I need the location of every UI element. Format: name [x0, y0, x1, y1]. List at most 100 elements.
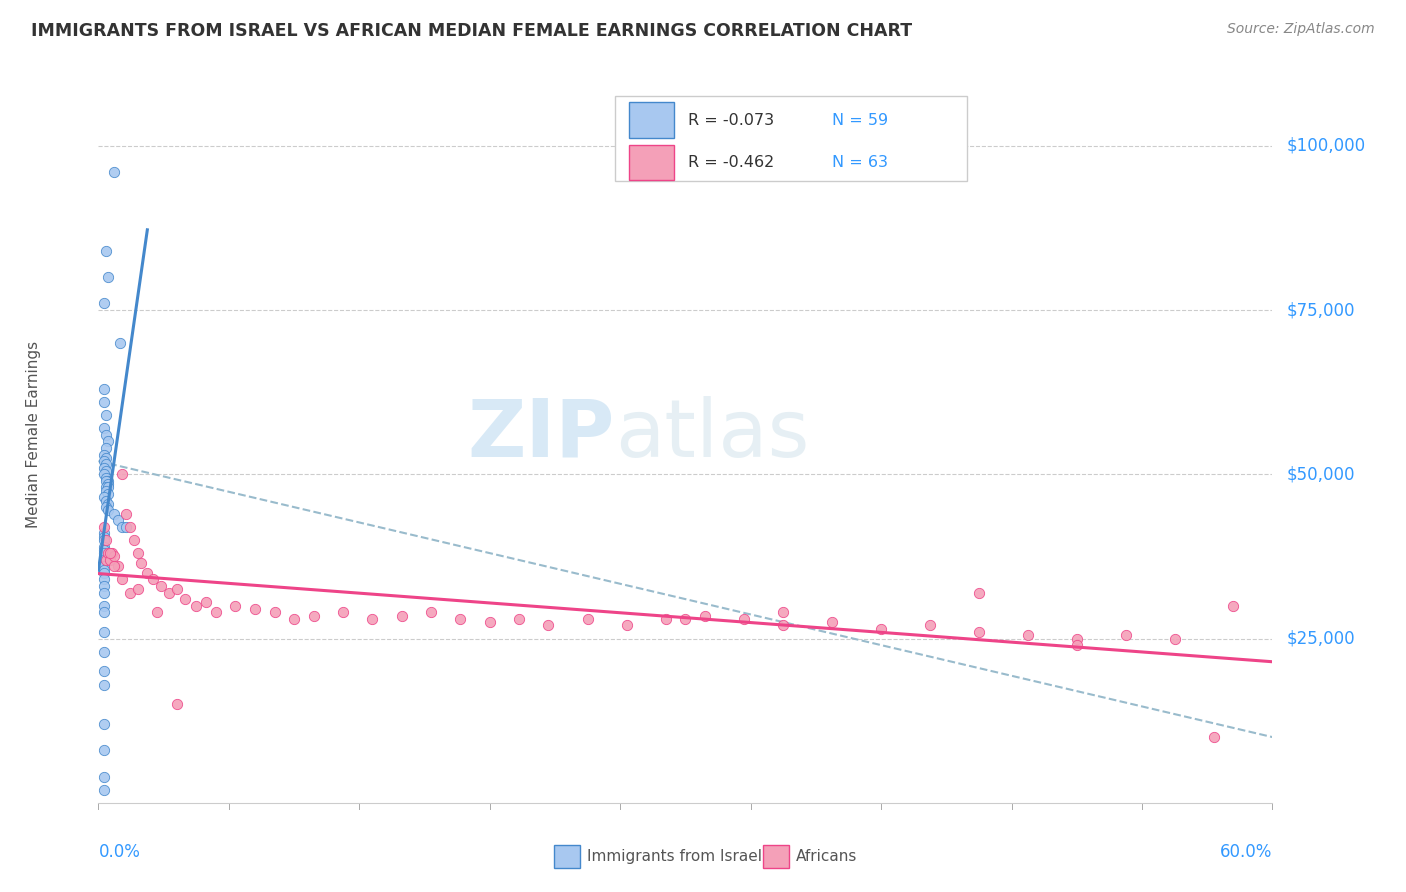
Point	[96, 483, 118, 498]
Point	[97, 503, 120, 517]
Point	[93, 665, 115, 679]
Point	[97, 497, 120, 511]
Point	[93, 454, 115, 468]
Point	[93, 530, 115, 544]
FancyBboxPatch shape	[628, 103, 673, 137]
Point	[96, 480, 118, 494]
Point	[96, 450, 118, 465]
Point	[508, 612, 530, 626]
Point	[93, 540, 115, 554]
Point	[186, 599, 208, 613]
Point	[97, 474, 120, 488]
Point	[93, 490, 115, 504]
Point	[283, 612, 305, 626]
Point	[131, 556, 153, 570]
Point	[1066, 638, 1088, 652]
Point	[96, 474, 118, 488]
Point	[96, 464, 118, 478]
Text: Immigrants from Israel: Immigrants from Israel	[586, 849, 762, 864]
Point	[918, 618, 941, 632]
Text: ZIP: ZIP	[468, 396, 614, 474]
Point	[97, 487, 120, 501]
Point	[173, 592, 195, 607]
Point	[478, 615, 501, 629]
Text: N = 59: N = 59	[832, 112, 889, 128]
Point	[96, 533, 118, 547]
Point	[96, 441, 118, 455]
Point	[361, 612, 384, 626]
Point	[96, 458, 118, 472]
Point	[93, 585, 115, 599]
Text: Source: ZipAtlas.com: Source: ZipAtlas.com	[1227, 22, 1375, 37]
Point	[93, 467, 115, 482]
Point	[96, 552, 118, 566]
Point	[114, 507, 136, 521]
FancyBboxPatch shape	[614, 96, 967, 181]
Point	[302, 608, 325, 623]
Text: Median Female Earnings: Median Female Earnings	[27, 342, 41, 528]
Point	[93, 542, 115, 557]
Point	[96, 493, 118, 508]
FancyBboxPatch shape	[763, 846, 789, 868]
Point	[142, 573, 165, 587]
Point	[127, 582, 149, 597]
Point	[243, 602, 266, 616]
Point	[111, 520, 134, 534]
Point	[537, 618, 560, 632]
Point	[107, 559, 129, 574]
FancyBboxPatch shape	[628, 145, 673, 180]
Point	[1066, 632, 1088, 646]
Point	[967, 585, 990, 599]
Point	[93, 599, 115, 613]
Point	[93, 382, 115, 396]
Point	[166, 582, 188, 597]
Point	[136, 566, 159, 580]
Text: N = 63: N = 63	[832, 155, 889, 169]
Point	[1115, 628, 1137, 642]
Point	[675, 612, 697, 626]
Point	[97, 434, 120, 449]
Point	[111, 573, 134, 587]
Point	[449, 612, 471, 626]
Text: R = -0.073: R = -0.073	[688, 112, 773, 128]
Point	[93, 717, 115, 731]
Point	[655, 612, 678, 626]
Point	[101, 546, 124, 560]
Text: R = -0.462: R = -0.462	[688, 155, 775, 169]
Point	[107, 513, 129, 527]
FancyBboxPatch shape	[554, 846, 579, 868]
Text: Africans: Africans	[796, 849, 858, 864]
Point	[1222, 599, 1244, 613]
Point	[166, 698, 188, 712]
Point	[93, 743, 115, 757]
Point	[967, 624, 990, 639]
Point	[108, 335, 131, 350]
Point	[97, 546, 120, 560]
Point	[93, 520, 115, 534]
Point	[93, 605, 115, 619]
Point	[96, 500, 118, 515]
Point	[103, 165, 125, 179]
Point	[93, 421, 115, 435]
Point	[195, 595, 218, 609]
Point	[93, 448, 115, 462]
Point	[93, 579, 115, 593]
Point	[263, 605, 285, 619]
Point	[93, 460, 115, 475]
Point	[97, 270, 120, 285]
Point	[98, 546, 121, 560]
Point	[118, 585, 141, 599]
Point	[420, 605, 443, 619]
Point	[150, 579, 173, 593]
Point	[93, 573, 115, 587]
Point	[103, 549, 125, 564]
Text: atlas: atlas	[614, 396, 810, 474]
Point	[157, 585, 180, 599]
Point	[870, 622, 893, 636]
Point	[93, 677, 115, 691]
Point	[93, 782, 115, 797]
Text: IMMIGRANTS FROM ISRAEL VS AFRICAN MEDIAN FEMALE EARNINGS CORRELATION CHART: IMMIGRANTS FROM ISRAEL VS AFRICAN MEDIAN…	[31, 22, 912, 40]
Point	[96, 244, 118, 258]
Point	[616, 618, 638, 632]
Point	[98, 552, 121, 566]
